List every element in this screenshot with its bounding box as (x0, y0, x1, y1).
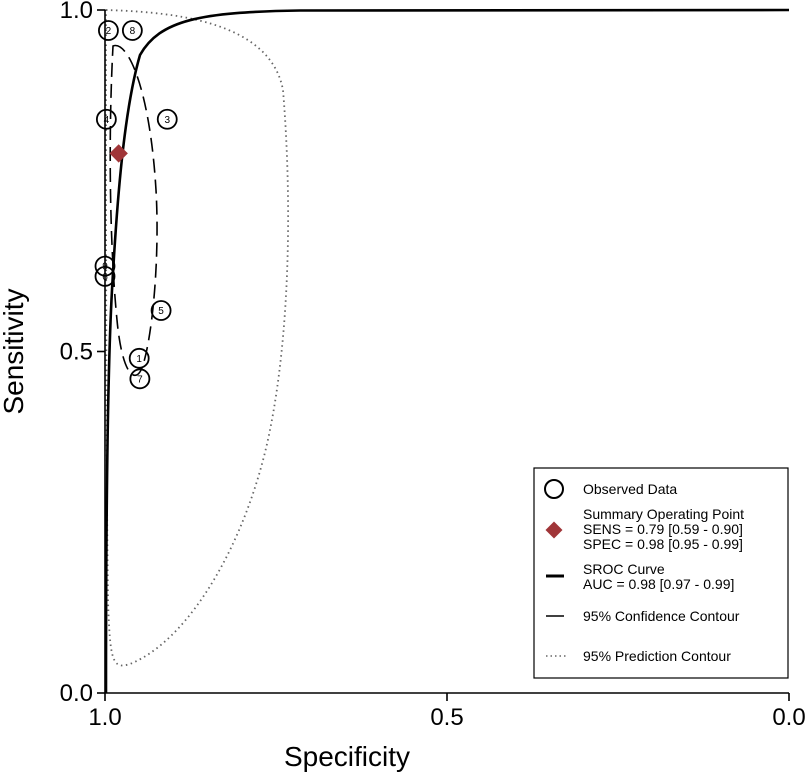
observed-point-4 (95, 108, 117, 130)
legend-box (533, 467, 789, 679)
observed-point-label-3: 3 (164, 115, 170, 126)
x-tick-label-0: 1.0 (88, 704, 121, 731)
observed-point-label-8: 8 (130, 26, 136, 37)
observed-point-2 (98, 20, 119, 41)
observed-point-label-2: 2 (106, 26, 112, 37)
y-axis-title: Sensitivity (0, 288, 29, 414)
legend-summary-spec: SPEC = 0.98 [0.95 - 0.99] (583, 536, 743, 552)
observed-point-label-5: 5 (158, 306, 164, 317)
x-tick-label-2: 0.0 (772, 704, 805, 731)
legend-prediction-label: 95% Prediction Contour (583, 648, 731, 664)
observed-point-3 (156, 108, 178, 130)
y-tick-label-2: 1.0 (60, 0, 93, 24)
x-tick-label-1: 0.5 (430, 704, 463, 731)
legend-summary-sens: SENS = 0.79 [0.59 - 0.90] (583, 521, 743, 537)
legend-confidence-label: 95% Confidence Contour (583, 608, 740, 624)
observed-point-label-7: 7 (137, 374, 143, 385)
legend: Observed Data Summary Operating Point SE… (533, 467, 789, 679)
legend-observed-marker (544, 479, 564, 499)
summary-operating-point (109, 144, 128, 163)
y-tick-label-1: 0.5 (60, 339, 93, 366)
legend-observed-label: Observed Data (583, 481, 677, 497)
observed-point-8 (121, 20, 143, 41)
legend-summary-marker (545, 521, 563, 539)
observed-point-5 (150, 300, 172, 321)
prediction-contour (105, 9, 290, 667)
observed-point-7 (129, 368, 151, 390)
legend-summary-label: Summary Operating Point (583, 506, 744, 522)
y-tick-label-0: 0.0 (60, 680, 93, 707)
legend-sroc-label: SROC Curve (583, 561, 665, 577)
legend-sroc-auc: AUC = 0.98 [0.97 - 0.99] (583, 576, 734, 592)
observed-point-1 (128, 347, 150, 369)
x-axis-title: Specificity (284, 741, 410, 772)
sroc-curve (104, 8, 790, 694)
observed-point-label-1: 1 (136, 354, 142, 365)
observed-point-label-4: 4 (104, 115, 110, 126)
